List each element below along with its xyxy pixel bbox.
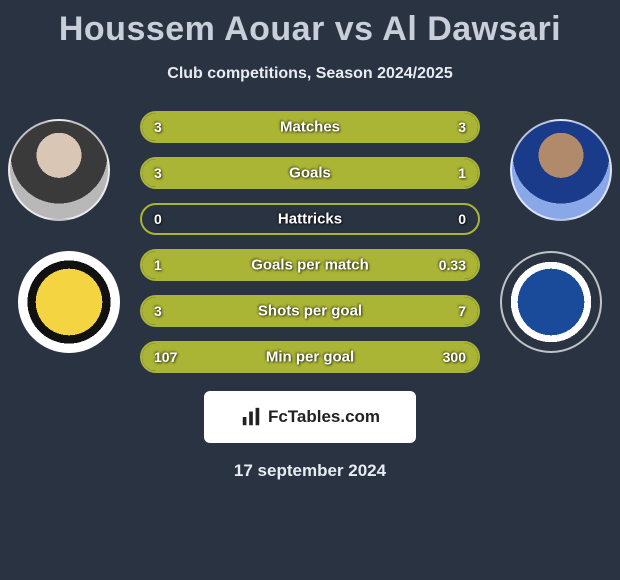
stat-row: 1 Goals per match 0.33 [140, 249, 480, 281]
stat-value-right: 300 [443, 349, 466, 365]
comparison-panel: 3 Matches 3 3 Goals 1 0 Hattricks 0 1 Go… [0, 111, 620, 481]
club-left-logo [18, 251, 120, 353]
brand-text: FcTables.com [268, 407, 380, 427]
bar-fill-left [142, 159, 394, 187]
stat-row: 0 Hattricks 0 [140, 203, 480, 235]
stat-value-left: 0 [154, 211, 162, 227]
stat-label: Matches [280, 119, 340, 136]
stat-value-left: 3 [154, 165, 162, 181]
stat-value-left: 3 [154, 119, 162, 135]
stat-label: Hattricks [278, 211, 342, 228]
date-text: 17 september 2024 [0, 461, 620, 481]
stat-value-right: 1 [458, 165, 466, 181]
stat-value-right: 7 [458, 303, 466, 319]
stat-value-right: 3 [458, 119, 466, 135]
stat-value-left: 1 [154, 257, 162, 273]
stat-label: Goals [289, 165, 331, 182]
stat-label: Min per goal [266, 349, 354, 366]
stat-label: Shots per goal [258, 303, 362, 320]
club-right-logo [500, 251, 602, 353]
player-right-avatar [510, 119, 612, 221]
page-title: Houssem Aouar vs Al Dawsari [0, 0, 620, 49]
stat-value-right: 0.33 [439, 257, 466, 273]
stat-value-left: 3 [154, 303, 162, 319]
brand-logo: FcTables.com [204, 391, 416, 443]
stat-bars: 3 Matches 3 3 Goals 1 0 Hattricks 0 1 Go… [140, 111, 480, 373]
stat-label: Goals per match [251, 257, 369, 274]
stat-value-right: 0 [458, 211, 466, 227]
stat-row: 3 Shots per goal 7 [140, 295, 480, 327]
subtitle: Club competitions, Season 2024/2025 [0, 65, 620, 83]
stat-row: 3 Matches 3 [140, 111, 480, 143]
stat-row: 107 Min per goal 300 [140, 341, 480, 373]
chart-icon [240, 406, 262, 428]
player-left-avatar [8, 119, 110, 221]
stat-row: 3 Goals 1 [140, 157, 480, 189]
stat-value-left: 107 [154, 349, 177, 365]
